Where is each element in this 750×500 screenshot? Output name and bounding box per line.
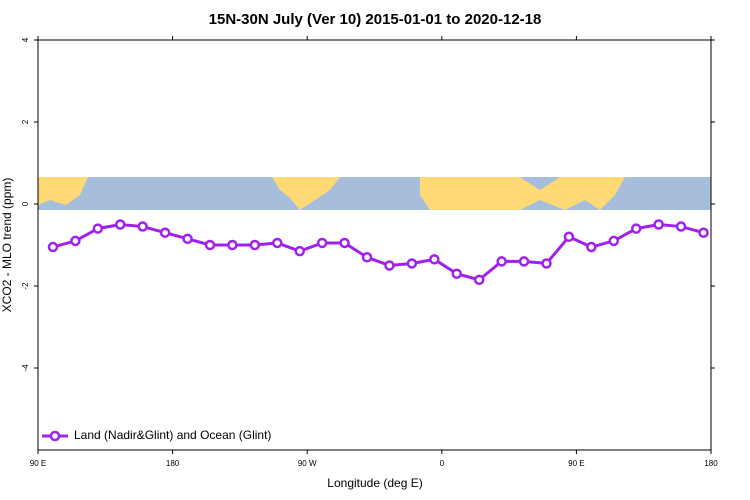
x-tick-label: 90 W bbox=[298, 459, 317, 468]
y-axis-label: XCO2 - MLO trend (ppm) bbox=[0, 178, 14, 313]
x-tick-label: 90 E bbox=[30, 459, 46, 468]
data-point bbox=[586, 241, 597, 253]
data-point bbox=[204, 239, 216, 251]
data-point bbox=[339, 237, 350, 249]
data-point bbox=[70, 235, 81, 247]
y-tick-label: 4 bbox=[21, 37, 30, 42]
data-point bbox=[675, 221, 687, 232]
data-point bbox=[137, 221, 148, 232]
data-point bbox=[227, 239, 238, 251]
data-point bbox=[608, 235, 620, 247]
chart-title: 15N-30N July (Ver 10) 2015-01-01 to 2020… bbox=[209, 11, 542, 28]
data-point bbox=[47, 241, 59, 253]
plot-frame bbox=[37, 39, 712, 451]
data-point bbox=[115, 219, 126, 230]
x-tick-label: 90 E bbox=[568, 459, 584, 468]
data-point bbox=[429, 254, 440, 265]
x-tick-label: 180 bbox=[166, 459, 180, 468]
y-tick-label: -4 bbox=[21, 364, 30, 372]
data-point bbox=[294, 245, 305, 257]
data-point bbox=[653, 219, 664, 230]
data-point bbox=[182, 233, 193, 245]
data-point bbox=[563, 231, 575, 243]
data-point bbox=[473, 274, 485, 286]
data-point bbox=[541, 258, 552, 269]
y-tick-label: -2 bbox=[21, 282, 30, 290]
data-point bbox=[384, 260, 395, 271]
y-tick-label: 2 bbox=[21, 119, 30, 124]
data-point bbox=[518, 256, 530, 267]
x-axis-label: Longitude (deg E) bbox=[327, 476, 422, 490]
data-point bbox=[159, 227, 171, 238]
data-point bbox=[272, 237, 283, 249]
data-point bbox=[92, 223, 104, 234]
legend-marker bbox=[49, 430, 61, 442]
data-point bbox=[451, 268, 463, 279]
x-tick-label: 180 bbox=[704, 459, 718, 468]
data-point bbox=[630, 223, 642, 234]
x-tick-label: 0 bbox=[440, 459, 445, 468]
series-line bbox=[52, 222, 704, 282]
data-point bbox=[698, 227, 709, 238]
data-point bbox=[406, 258, 418, 269]
legend-label: Land (Nadir&Glint) and Ocean (Glint) bbox=[74, 428, 271, 442]
data-point bbox=[249, 239, 261, 251]
map-strip bbox=[38, 177, 711, 210]
data-point bbox=[496, 256, 507, 267]
data-point bbox=[316, 237, 328, 249]
data-point bbox=[361, 252, 373, 263]
y-tick-label: 0 bbox=[21, 201, 30, 206]
